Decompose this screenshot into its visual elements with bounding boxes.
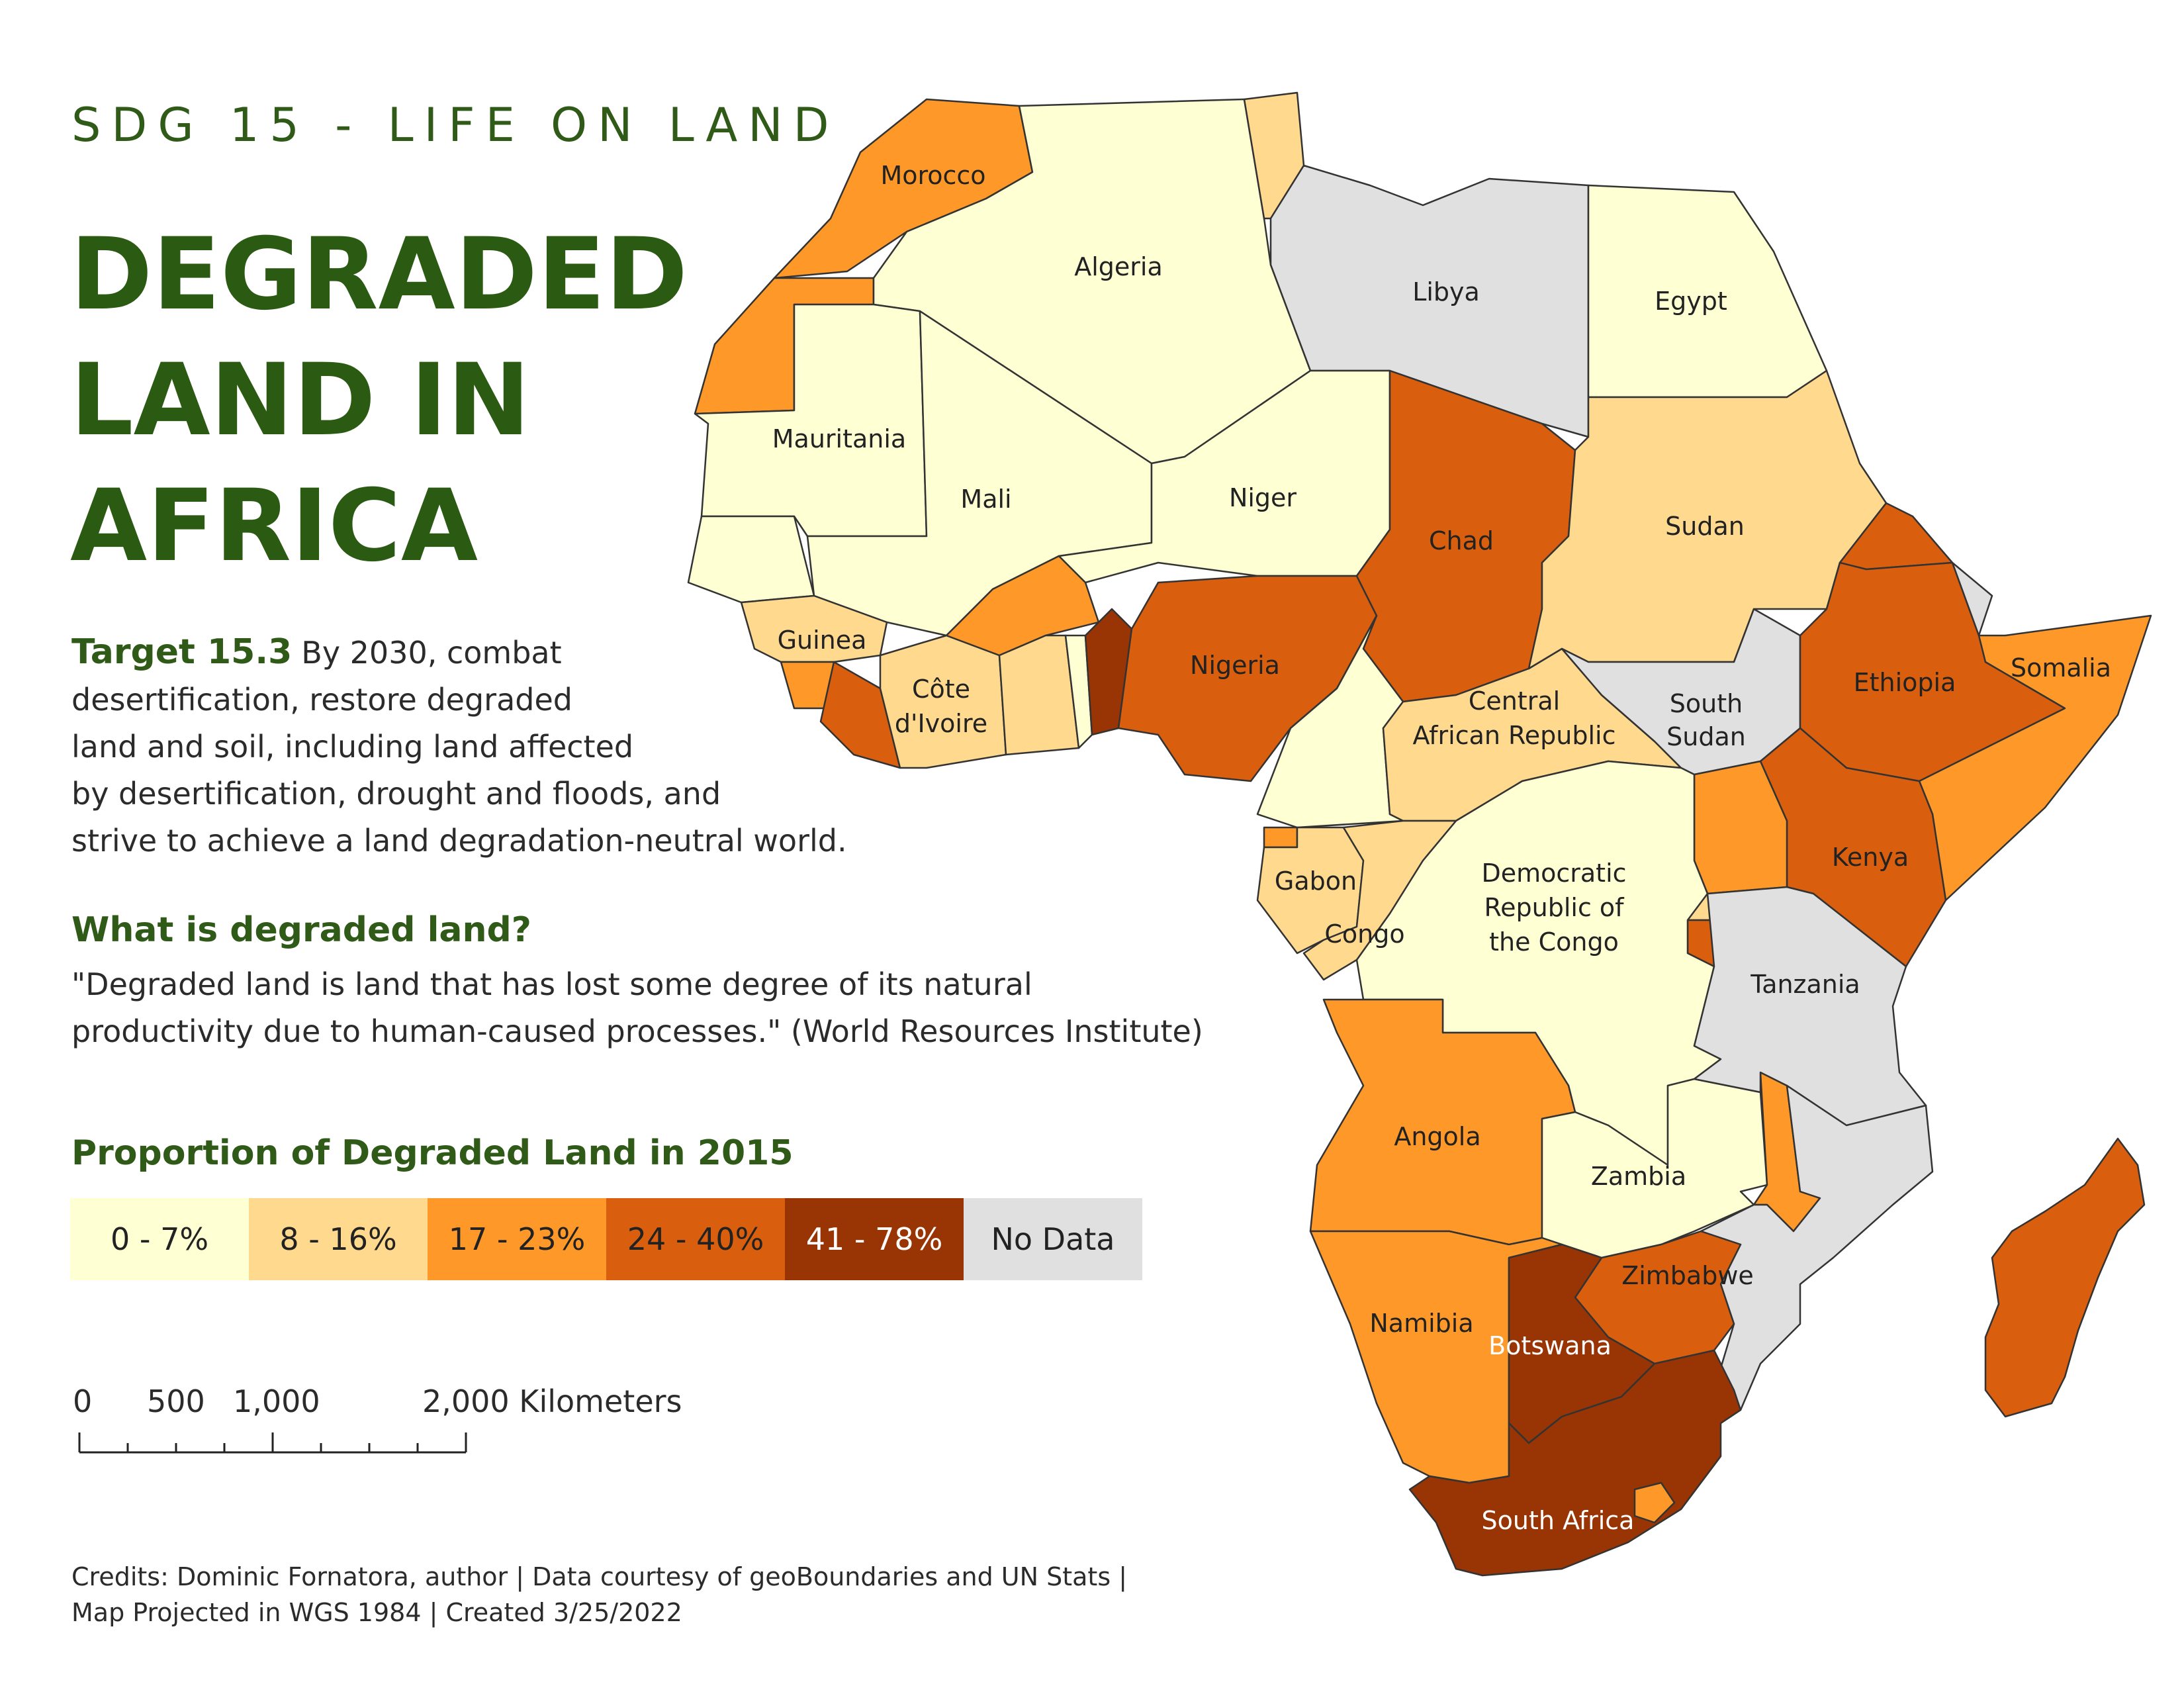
label-congo: Congo	[1324, 919, 1404, 949]
legend-class-2: 17 - 23%	[428, 1198, 606, 1280]
legend-title: Proportion of Degraded Land in 2015	[71, 1133, 794, 1173]
label-mali: Mali	[960, 485, 1011, 514]
label-drc-3: the Congo	[1489, 927, 1619, 957]
legend-class-4: 41 - 78%	[785, 1198, 964, 1280]
country-congo	[1302, 820, 1457, 981]
legend-class-1: 8 - 16%	[249, 1198, 428, 1280]
legend-class-label: 8 - 16%	[279, 1221, 397, 1257]
label-somalia: Somalia	[2011, 653, 2111, 682]
label-car-1: Central	[1469, 686, 1560, 716]
legend-class-label: 41 - 78%	[805, 1221, 943, 1257]
label-drc-1: Democratic	[1481, 859, 1626, 888]
legend-class-label: 24 - 40%	[627, 1221, 764, 1257]
scale-label-1000: 1,000	[233, 1383, 320, 1419]
map-title: DEGRADED LAND IN AFRICA	[70, 212, 732, 589]
scale-label-0: 0	[73, 1383, 93, 1419]
scale-label-2000: 2,000 Kilometers	[422, 1383, 682, 1419]
legend-class-label: 17 - 23%	[448, 1221, 586, 1257]
scale-label-500: 500	[147, 1383, 205, 1419]
country-lesotho	[1633, 1481, 1676, 1524]
target-text-line-5: strive to achieve a land degradation-neu…	[71, 823, 847, 859]
target-label: Target 15.3	[71, 632, 293, 672]
label-namibia: Namibia	[1369, 1309, 1473, 1338]
target-text-line-4: by desertification, drought and floods, …	[71, 776, 721, 812]
target-paragraph: Target 15.3 By 2030, combat desertificati…	[71, 629, 899, 865]
label-cote-divoire-2: d'Ivoire	[895, 709, 987, 738]
legend-class-label: 0 - 7%	[110, 1221, 209, 1257]
legend-class-0: 0 - 7%	[70, 1198, 249, 1280]
country-libya	[1269, 164, 1590, 438]
label-chad: Chad	[1429, 526, 1494, 555]
target-text-line-3: land and soil, including land affected	[71, 729, 634, 765]
target-text-line-2: desertification, restore degraded	[71, 682, 572, 718]
label-egypt: Egypt	[1655, 287, 1727, 316]
label-tanzania: Tanzania	[1750, 970, 1860, 999]
legend-class-3: 24 - 40%	[606, 1198, 785, 1280]
label-morocco: Morocco	[880, 161, 985, 190]
country-madagascar	[1984, 1137, 2146, 1418]
country-guinea	[740, 594, 888, 663]
title-line-1: DEGRADED	[70, 217, 688, 332]
country-djibouti	[1951, 561, 1993, 637]
label-angola: Angola	[1394, 1122, 1480, 1151]
legend-class-5: No Data	[964, 1198, 1142, 1280]
label-libya: Libya	[1412, 277, 1480, 306]
label-kenya: Kenya	[1832, 843, 1909, 872]
label-ethiopia: Ethiopia	[1854, 668, 1956, 697]
label-zambia: Zambia	[1591, 1162, 1686, 1191]
label-drc-2: Republic of	[1484, 893, 1625, 922]
definition-heading: What is degraded land?	[71, 910, 531, 950]
country-senegal	[687, 515, 815, 604]
credits-line-2: Map Projected in WGS 1984 | Created 3/25…	[71, 1598, 682, 1627]
country-labels: Morocco Algeria Libya Egypt Mauritania M…	[772, 161, 2111, 1535]
title-line-2: LAND IN	[70, 343, 531, 458]
definition-line-2: productivity due to human-caused process…	[71, 1013, 1203, 1049]
label-zimbabwe: Zimbabwe	[1621, 1261, 1754, 1290]
map-kicker: SDG 15 - LIFE ON LAND	[71, 98, 840, 152]
label-niger: Niger	[1229, 483, 1297, 512]
legend-class-label: No Data	[991, 1221, 1115, 1257]
label-car-2: African Republic	[1413, 721, 1616, 750]
country-eq-guinea	[1263, 826, 1298, 849]
label-mauritania: Mauritania	[772, 424, 906, 453]
label-cote-divoire-1: Côte	[912, 675, 970, 704]
definition-quote: "Degraded land is land that has lost som…	[71, 961, 1263, 1055]
credits: Credits: Dominic Fornatora, author | Dat…	[71, 1559, 1263, 1630]
label-algeria: Algeria	[1074, 252, 1163, 281]
scale-bar-graphic	[78, 1432, 467, 1454]
label-nigeria: Nigeria	[1190, 651, 1280, 680]
target-text-line-1: By 2030, combat	[301, 635, 562, 671]
legend: 0 - 7% 8 - 16% 17 - 23% 24 - 40% 41 - 78…	[70, 1198, 1142, 1280]
title-line-3: AFRICA	[70, 469, 478, 584]
label-south-sudan-1: South	[1670, 689, 1743, 718]
label-sudan: Sudan	[1665, 512, 1745, 541]
label-guinea: Guinea	[778, 626, 867, 655]
definition-line-1: "Degraded land is land that has lost som…	[71, 966, 1032, 1002]
credits-line-1: Credits: Dominic Fornatora, author | Dat…	[71, 1562, 1127, 1591]
label-botswana: Botswana	[1488, 1331, 1612, 1360]
label-south-africa: South Africa	[1482, 1506, 1635, 1535]
label-gabon: Gabon	[1275, 867, 1357, 896]
label-south-sudan-2: Sudan	[1666, 722, 1746, 751]
